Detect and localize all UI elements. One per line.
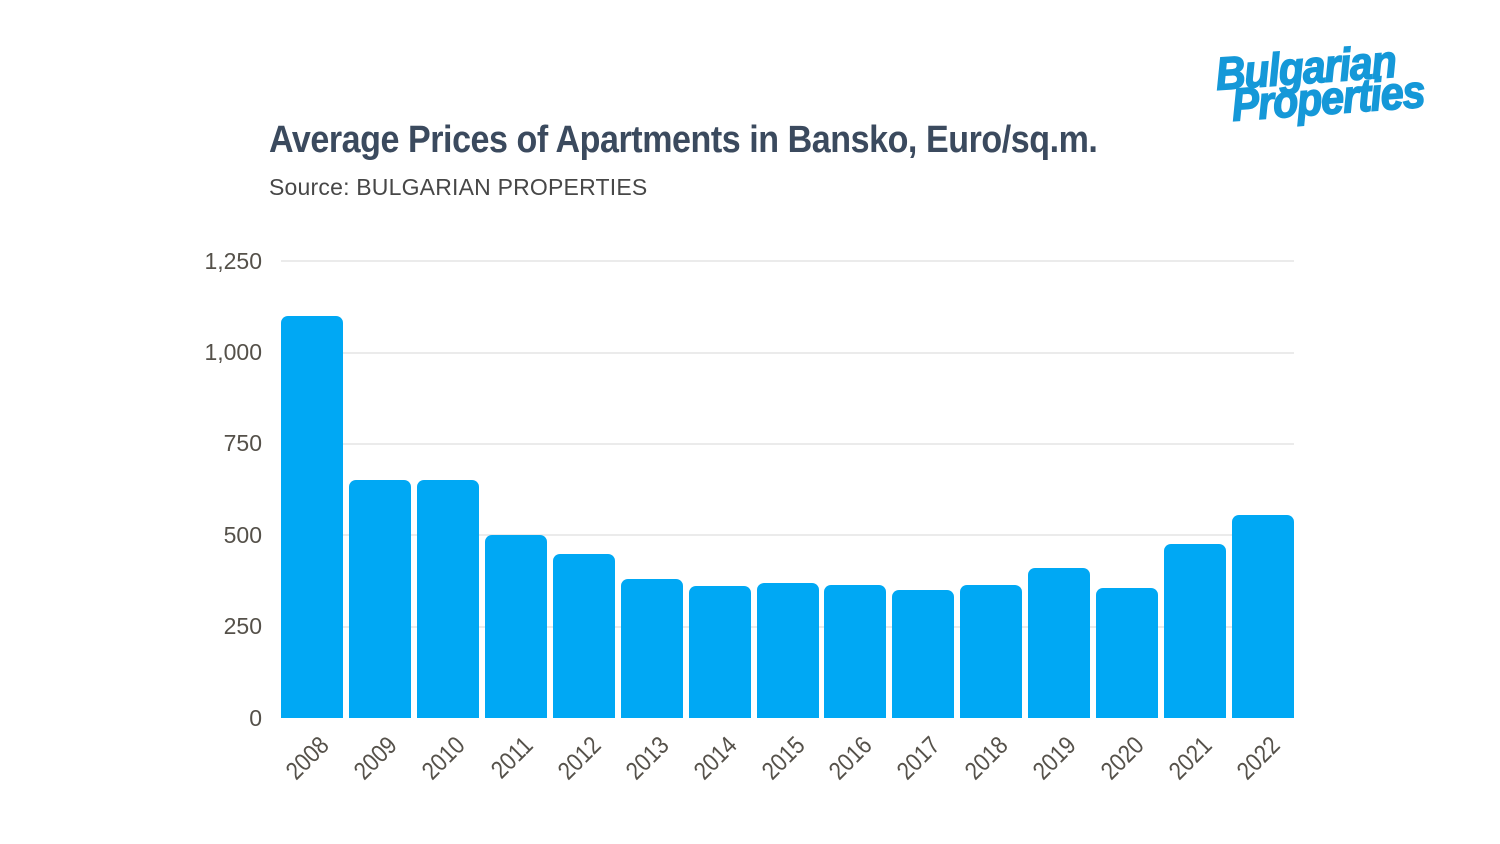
chart-title: Average Prices of Apartments in Bansko, …: [269, 119, 1098, 161]
bar-2022: [1232, 515, 1294, 718]
bar-2014: [689, 586, 751, 718]
y-axis-tick-1000: 1,000: [204, 339, 262, 366]
bar-2021: [1164, 544, 1226, 718]
gridline-1000: [281, 351, 1294, 354]
bar-2009: [349, 480, 411, 718]
bar-2019: [1028, 568, 1090, 718]
bar-2008: [281, 316, 343, 718]
y-axis-tick-500: 500: [223, 521, 262, 548]
bar-2020: [1096, 588, 1158, 718]
bar-2013: [621, 579, 683, 718]
chart-source-label: Source: BULGARIAN PROPERTIES: [269, 174, 648, 200]
bar-2012: [553, 554, 615, 718]
bar-2010: [417, 480, 479, 718]
bar-2017: [892, 590, 954, 718]
y-axis-tick-0: 0: [249, 704, 262, 731]
gridline-1250: [281, 260, 1294, 263]
bar-2018: [960, 585, 1022, 718]
bar-2015: [757, 583, 819, 718]
y-axis-tick-250: 250: [223, 613, 262, 640]
gridline-500: [281, 534, 1294, 537]
bar-2016: [824, 585, 886, 718]
y-axis-tick-750: 750: [223, 430, 262, 457]
bar-2011: [485, 535, 547, 718]
y-axis-tick-1250: 1,250: [204, 247, 262, 274]
gridline-750: [281, 442, 1294, 445]
